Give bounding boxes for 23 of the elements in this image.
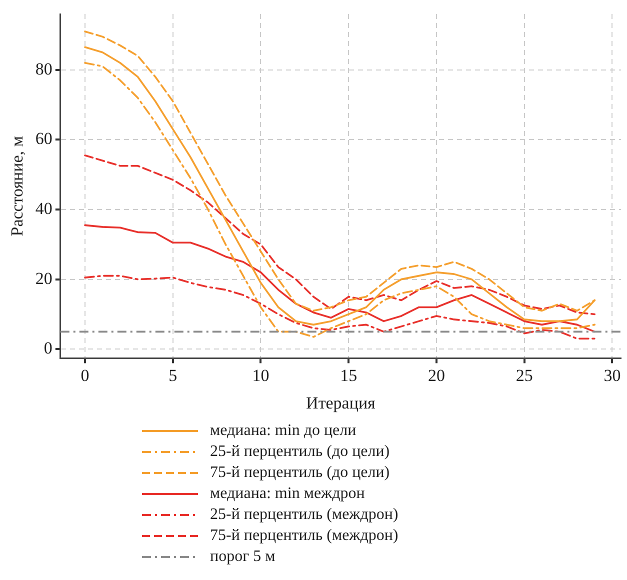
x-tick-label: 25	[516, 366, 533, 385]
y-tick-label: 20	[35, 268, 52, 288]
x-tick-label: 20	[428, 366, 445, 385]
x-tick-label: 30	[604, 366, 621, 385]
x-tick-label: 5	[168, 366, 178, 385]
y-tick-label: 0	[44, 338, 52, 358]
legend-label: медиана: min до цели	[210, 421, 356, 441]
legend-label: порог 5 м	[210, 547, 276, 567]
legend-label: 25-й перцентиль (до цели)	[210, 442, 390, 462]
x-tick-label: 10	[252, 366, 270, 385]
y-tick-label: 80	[35, 59, 52, 78]
x-tick-label: 15	[340, 366, 358, 385]
legend-label: 75-й перцентиль (междрон)	[210, 526, 398, 546]
x-axis-title: Итерация	[306, 393, 376, 412]
legend-label: медиана: min междрон	[210, 484, 365, 504]
x-tick-label: 0	[80, 366, 90, 385]
legend-label: 75-й перцентиль (до цели)	[210, 463, 390, 483]
y-tick-label: 40	[35, 198, 52, 218]
y-axis-title: Расстояние, м	[8, 136, 27, 236]
y-tick-label: 60	[35, 129, 52, 148]
line-series	[84, 154, 596, 316]
line-series	[84, 274, 596, 340]
legend-label: 25-й перцентиль (междрон)	[210, 505, 398, 525]
